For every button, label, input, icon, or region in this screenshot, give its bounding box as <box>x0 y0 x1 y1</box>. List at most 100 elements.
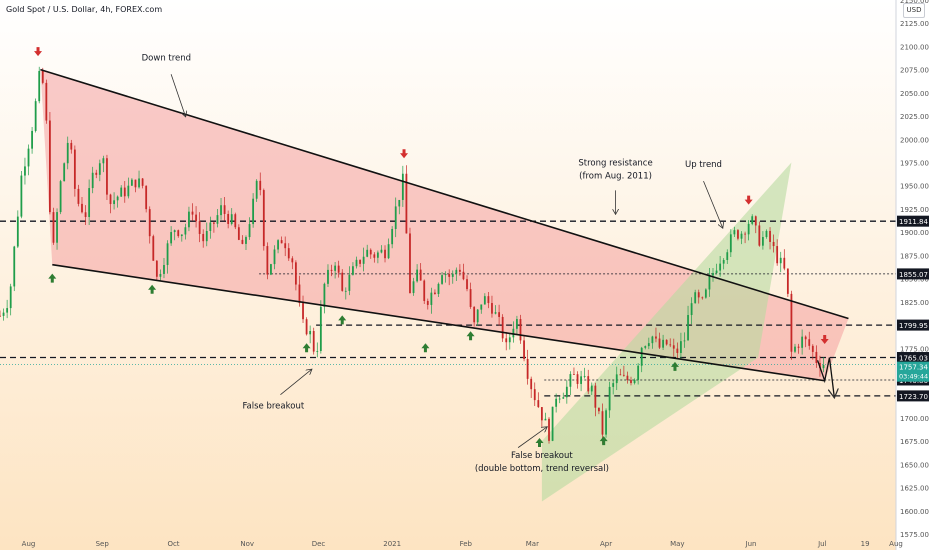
candle-body <box>202 233 205 242</box>
annotation-0: Down trend <box>142 53 191 63</box>
x-tick-label: Feb <box>460 540 473 548</box>
candle-body <box>302 303 304 320</box>
candle-body <box>715 270 718 273</box>
candle-body <box>31 130 33 149</box>
candle-body <box>533 389 536 401</box>
candle-body <box>230 214 233 224</box>
candle-body <box>680 341 682 353</box>
x-tick-label: Mar <box>526 540 539 548</box>
candle-body <box>362 256 365 264</box>
candle-body <box>237 227 240 240</box>
candle-body <box>448 274 451 277</box>
level-badge-0-label: 1911.84 <box>899 218 928 226</box>
double-bottom-pointer <box>517 427 547 448</box>
candle-body <box>255 180 258 199</box>
candle-body <box>205 231 208 242</box>
x-tick-label: Oct <box>167 540 179 548</box>
candle-body <box>316 351 319 352</box>
candle-body <box>701 297 704 299</box>
candle-body <box>751 216 754 224</box>
candle-body <box>327 269 329 284</box>
down-channel <box>40 69 849 381</box>
candle-body <box>555 398 558 407</box>
annotation-1: Strong resistance <box>578 158 652 168</box>
candle-body <box>88 188 91 218</box>
candle-body <box>573 374 575 375</box>
candle-body <box>127 185 130 197</box>
candle-body <box>84 212 87 218</box>
candle-body <box>640 347 643 366</box>
candle-body <box>598 407 600 412</box>
candle-body <box>708 275 711 290</box>
candle-body <box>220 205 222 216</box>
y-tick-label: 1825.00 <box>900 299 929 307</box>
up-arrow-icon <box>48 273 57 283</box>
candle-body <box>366 249 369 257</box>
x-tick-label: 2021 <box>383 540 401 548</box>
y-tick-label: 1850.00 <box>900 276 929 284</box>
y-tick-label: 1600.00 <box>900 508 929 516</box>
candle-body <box>277 240 279 250</box>
candle-body <box>91 172 94 189</box>
candle-body <box>223 205 226 214</box>
candle-body <box>209 222 212 232</box>
y-tick-label: 1625.00 <box>900 485 929 493</box>
candle-body <box>401 173 404 200</box>
candle-body <box>758 225 761 246</box>
candle-body <box>558 398 561 400</box>
candle-body <box>811 345 814 352</box>
candle-body <box>195 214 197 222</box>
y-tick-label: 1975.00 <box>900 160 929 168</box>
candle-body <box>551 406 554 441</box>
candle-body <box>548 418 550 441</box>
candle-body <box>180 234 183 237</box>
candle-body <box>779 257 782 264</box>
candle-body <box>719 263 722 271</box>
candle-body <box>662 339 664 348</box>
y-tick-label: 2150.00 <box>900 0 929 5</box>
x-tick-label: Aug <box>889 540 903 548</box>
candle-body <box>790 293 793 352</box>
up-arrow-icon <box>302 343 311 353</box>
candle-body <box>384 249 386 259</box>
candle-body <box>419 269 422 281</box>
y-tick-label: 1950.00 <box>900 183 929 191</box>
currency-button[interactable]: USD <box>903 3 925 18</box>
candle-body <box>633 379 636 384</box>
candle-body <box>765 230 768 238</box>
candle-body <box>369 249 372 255</box>
candle-body <box>330 269 333 271</box>
candle-body <box>2 312 5 316</box>
candle-body <box>794 346 796 352</box>
candle-body <box>651 336 654 344</box>
candle-body <box>451 273 454 277</box>
candle-body <box>441 275 443 284</box>
candle-body <box>580 376 582 384</box>
candle-body <box>120 187 123 197</box>
y-tick-label: 2075.00 <box>900 67 929 75</box>
y-tick-label: 2000.00 <box>900 136 929 144</box>
candle-body <box>740 233 743 239</box>
candle-body <box>291 258 294 263</box>
up-arrow-icon <box>670 361 679 371</box>
candle-body <box>562 397 565 399</box>
candle-body <box>294 262 297 285</box>
candle-body <box>808 339 811 346</box>
candle-body <box>619 374 622 376</box>
candle-body <box>52 212 55 243</box>
candle-body <box>697 292 700 298</box>
candle-body <box>394 206 397 230</box>
x-tick-label: Apr <box>600 540 612 548</box>
level-badge-1 <box>897 268 929 280</box>
level-badge-2 <box>897 319 929 331</box>
down-arrow-icon <box>400 149 409 159</box>
candle-body <box>173 230 176 233</box>
candle-body <box>669 344 672 346</box>
candle-body <box>737 230 739 239</box>
candle-body <box>512 328 515 338</box>
y-tick-label: 1925.00 <box>900 206 929 214</box>
candle-body <box>234 214 237 228</box>
candle-body <box>155 260 158 277</box>
